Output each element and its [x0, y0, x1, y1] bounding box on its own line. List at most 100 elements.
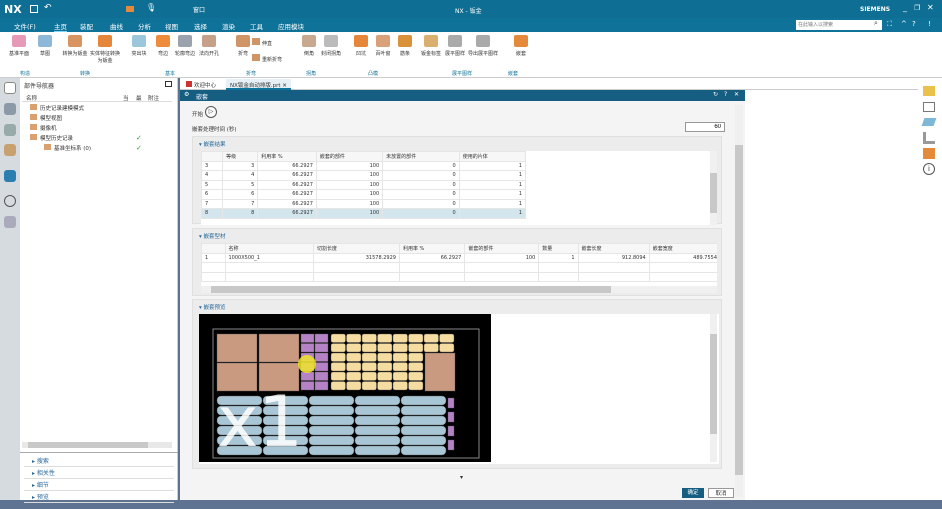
- microphone-icon[interactable]: 🎙: [146, 3, 157, 12]
- navigator-row[interactable]: 模型视图: [24, 114, 62, 124]
- expand-more-icon[interactable]: ▾: [460, 474, 464, 481]
- column-name[interactable]: 名称: [26, 96, 38, 102]
- restore-button[interactable]: ❐: [914, 4, 921, 12]
- quick-access-icon[interactable]: [126, 6, 134, 12]
- table-row[interactable]: 3 3 66.2927 100 0 1: [201, 160, 527, 171]
- help-icon[interactable]: ?: [724, 91, 728, 98]
- close-button[interactable]: ✕: [927, 3, 934, 12]
- settings-icon[interactable]: [4, 82, 16, 94]
- ribbon-button[interactable]: 钣金标签: [416, 35, 446, 57]
- window-menu[interactable]: 窗口: [193, 7, 206, 14]
- ribbon-button[interactable]: 轮廓弯边: [170, 35, 200, 57]
- ribbon-button[interactable]: 实体特征转换为钣金: [90, 35, 120, 64]
- column-header[interactable]: 嵌套宽度: [648, 243, 717, 254]
- save-icon[interactable]: [30, 5, 38, 13]
- ribbon-button[interactable]: 折弯: [228, 35, 258, 57]
- section-search[interactable]: ▸ 搜索: [24, 456, 174, 467]
- column-header[interactable]: 利用率 %: [257, 151, 317, 162]
- column-header[interactable]: 名称: [224, 243, 315, 254]
- cancel-button[interactable]: 取消: [708, 488, 734, 498]
- menu-assembly[interactable]: 装配: [80, 23, 93, 31]
- flat-pattern-icon[interactable]: [923, 102, 935, 112]
- undo-icon[interactable]: ↶: [44, 3, 52, 13]
- column-header[interactable]: 等级: [222, 151, 259, 162]
- table-row[interactable]: 7 7 66.2927 100 0 1: [201, 198, 527, 209]
- ribbon-group-label[interactable]: 嵌套: [508, 71, 519, 77]
- ribbon-button[interactable]: 凹坑: [346, 35, 376, 57]
- ribbon-button[interactable]: 倒角: [294, 35, 324, 57]
- menu-applications[interactable]: 应用模块: [278, 23, 304, 31]
- column-header[interactable]: 未放置的部件: [382, 151, 460, 162]
- column-header[interactable]: 嵌套长度: [577, 243, 650, 254]
- nest-icon[interactable]: [923, 148, 935, 159]
- history-icon[interactable]: [4, 195, 16, 207]
- collapse-ribbon-icon[interactable]: ^: [901, 20, 907, 28]
- results-header[interactable]: ▾ 嵌套结果: [199, 142, 226, 148]
- ribbon-group-label[interactable]: 展平图样: [452, 71, 473, 77]
- tab-welcome[interactable]: 欢迎中心: [182, 79, 220, 90]
- ribbon-button[interactable]: 基准平面: [4, 35, 34, 57]
- section-dependencies[interactable]: ▸ 相关性: [24, 468, 174, 479]
- minimize-button[interactable]: _: [903, 3, 907, 12]
- menu-view[interactable]: 视图: [165, 23, 178, 31]
- ribbon-button[interactable]: 展平图样: [440, 35, 470, 57]
- navigator-row[interactable]: 基准坐标系 (0) ✓: [24, 144, 142, 154]
- search-icon[interactable]: ⌕: [874, 19, 878, 27]
- column-latest[interactable]: 最: [136, 96, 142, 102]
- ribbon-group-label[interactable]: 凸模: [368, 71, 379, 77]
- time-input[interactable]: [685, 122, 725, 132]
- column-current[interactable]: 当: [123, 96, 129, 102]
- assembly-navigator-icon[interactable]: [4, 103, 16, 115]
- section-details[interactable]: ▸ 细节: [24, 480, 174, 491]
- menu-select[interactable]: 选择: [194, 23, 207, 31]
- column-header[interactable]: 切割长度: [313, 243, 400, 254]
- help-icon[interactable]: ?: [912, 20, 916, 28]
- ribbon-button[interactable]: 弯边: [148, 35, 178, 57]
- close-dialog-icon[interactable]: ✕: [734, 91, 740, 98]
- ribbon-button[interactable]: 筋条: [390, 35, 420, 57]
- table-row[interactable]: 8 8 66.2927 100 0 1: [201, 208, 527, 219]
- material-h-scrollbar[interactable]: [201, 286, 717, 293]
- fullscreen-icon[interactable]: ⛶: [887, 20, 892, 28]
- reuse-library-icon[interactable]: [4, 144, 16, 156]
- ribbon-group-label[interactable]: 构造: [20, 71, 31, 77]
- dialog-scrollbar[interactable]: [735, 105, 743, 497]
- column-header[interactable]: 数量: [538, 243, 579, 254]
- ribbon-button[interactable]: 转换为钣金: [60, 35, 90, 57]
- rebend-button[interactable]: 重新折弯: [252, 54, 282, 63]
- search-input[interactable]: [796, 20, 882, 30]
- table-row[interactable]: 4 4 66.2927 100 0 1: [201, 170, 527, 181]
- ribbon-button[interactable]: 百叶窗: [368, 35, 398, 57]
- web-browser-icon[interactable]: [4, 170, 16, 182]
- table-row[interactable]: 1 1000X500_1 31578.2929 66.2927 100 1 912.8094…: [201, 252, 717, 263]
- menu-analysis[interactable]: 分析: [138, 23, 151, 31]
- alert-icon[interactable]: !: [928, 20, 931, 28]
- reset-icon[interactable]: ↻: [713, 91, 719, 98]
- part-navigator-icon[interactable]: [4, 124, 16, 136]
- navigator-row[interactable]: 模型历史记录 ✓: [24, 134, 142, 144]
- table-row[interactable]: 5 5 66.2927 100 0 1: [201, 179, 527, 190]
- column-notes[interactable]: 附注: [148, 96, 160, 102]
- menu-file[interactable]: 文件(F): [14, 23, 36, 31]
- ok-button[interactable]: 确定: [682, 488, 704, 498]
- start-play-button[interactable]: ▷: [205, 106, 217, 118]
- ribbon-group-label[interactable]: 折弯: [246, 71, 257, 77]
- ribbon-button[interactable]: 嵌套: [506, 35, 536, 57]
- tab-part-file[interactable]: NX钣金自动排版.prt ✕: [226, 79, 291, 90]
- material-header[interactable]: ▾ 嵌套型材: [199, 234, 226, 240]
- roles-icon[interactable]: [4, 216, 16, 228]
- maximize-icon[interactable]: [165, 81, 172, 87]
- ribbon-group-label[interactable]: 基本: [165, 71, 176, 77]
- navigator-row[interactable]: 摄像机: [24, 124, 57, 134]
- ribbon-button[interactable]: 导出展平图样: [468, 35, 498, 57]
- ribbon-group-label[interactable]: 拐角: [306, 71, 317, 77]
- drawing-icon[interactable]: [923, 132, 935, 144]
- ribbon-button[interactable]: 法向开孔: [194, 35, 224, 57]
- column-header[interactable]: 嵌套的部件: [315, 151, 384, 162]
- horizontal-scrollbar[interactable]: [22, 442, 172, 448]
- column-header[interactable]: 使用的片体: [458, 151, 527, 162]
- menu-tools[interactable]: 工具: [250, 23, 263, 31]
- face-icon[interactable]: [921, 118, 937, 126]
- info-icon[interactable]: i: [923, 163, 935, 175]
- ribbon-button[interactable]: 突出块: [124, 35, 154, 57]
